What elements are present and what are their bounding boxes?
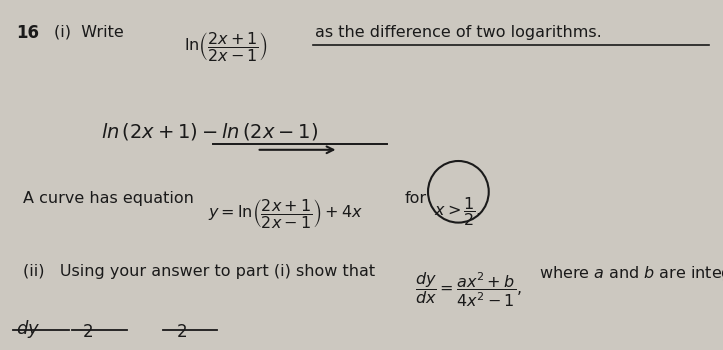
Text: 16: 16 <box>16 25 39 42</box>
Text: for: for <box>405 191 427 206</box>
Text: as the difference of two logarithms.: as the difference of two logarithms. <box>315 25 602 40</box>
Text: A curve has equation: A curve has equation <box>23 191 194 206</box>
Text: 2: 2 <box>177 323 188 341</box>
Text: where $a$ and $b$ are integers.: where $a$ and $b$ are integers. <box>539 264 723 283</box>
Text: (i)  Write: (i) Write <box>54 25 124 40</box>
Text: $\mathit{ln}\,(2x+1) - \mathit{ln}\,(2x-1)$: $\mathit{ln}\,(2x+1) - \mathit{ln}\,(2x-… <box>101 121 318 142</box>
Text: $\mathit{dy}$: $\mathit{dy}$ <box>16 318 40 340</box>
Text: $\dfrac{dy}{dx} = \dfrac{ax^2+b}{4x^2-1},$: $\dfrac{dy}{dx} = \dfrac{ax^2+b}{4x^2-1}… <box>415 270 521 309</box>
Text: (ii)   Using your answer to part (i) show that: (ii) Using your answer to part (i) show … <box>23 264 375 279</box>
Text: $x > \dfrac{1}{2}.$: $x > \dfrac{1}{2}.$ <box>434 195 481 228</box>
Text: 2: 2 <box>83 323 94 341</box>
Text: $\ln\!\left(\dfrac{2x+1}{2x-1}\right)$: $\ln\!\left(\dfrac{2x+1}{2x-1}\right)$ <box>184 30 268 63</box>
Text: $y = \ln\!\left(\dfrac{2x+1}{2x-1}\right)+4x$: $y = \ln\!\left(\dfrac{2x+1}{2x-1}\right… <box>208 197 363 230</box>
